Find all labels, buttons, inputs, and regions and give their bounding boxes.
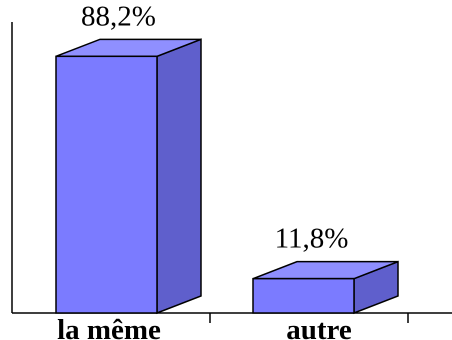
x-tick-label-0: la même [57, 314, 161, 340]
data-label-0: 88,2% [81, 0, 156, 32]
data-label-1: 11,8% [275, 223, 349, 255]
bar-side-0 [156, 38, 202, 315]
x-tick-label-1: autre [286, 314, 352, 340]
bar-1 [252, 277, 355, 314]
bar-0 [55, 55, 158, 314]
